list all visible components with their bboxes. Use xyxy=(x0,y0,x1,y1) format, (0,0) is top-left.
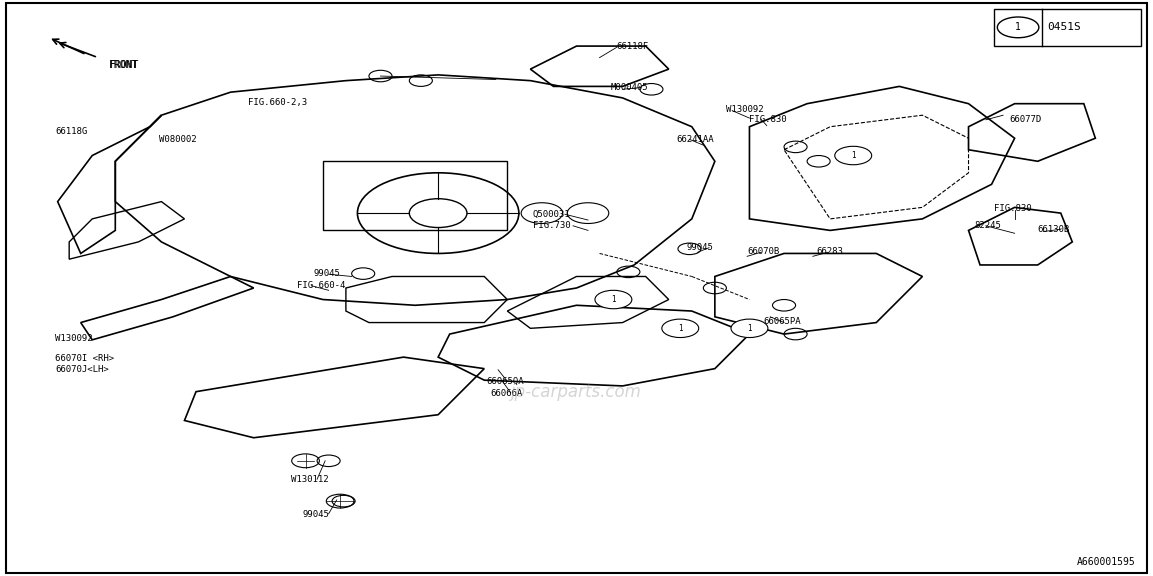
Text: 82245: 82245 xyxy=(974,221,1001,230)
Text: 99045: 99045 xyxy=(314,269,340,278)
Text: 1: 1 xyxy=(1015,22,1022,32)
Text: FRONT: FRONT xyxy=(108,59,138,70)
Text: 66077D: 66077D xyxy=(1009,115,1041,124)
Text: 1: 1 xyxy=(678,324,683,333)
Text: 99045: 99045 xyxy=(302,510,329,519)
Text: 66118G: 66118G xyxy=(55,127,88,136)
Circle shape xyxy=(997,17,1039,38)
Text: 66070I <RH>: 66070I <RH> xyxy=(55,354,114,363)
Text: 0451S: 0451S xyxy=(1047,22,1080,32)
Text: FIG.830: FIG.830 xyxy=(749,115,787,124)
Text: A660001595: A660001595 xyxy=(1077,558,1136,567)
Text: M000405: M000405 xyxy=(611,83,649,92)
Text: 1: 1 xyxy=(611,295,616,304)
Bar xyxy=(323,161,507,230)
Text: jp-carparts.com: jp-carparts.com xyxy=(511,382,642,401)
Text: 66065PA: 66065PA xyxy=(763,317,801,326)
Text: 1: 1 xyxy=(747,324,752,333)
Text: 66065QA: 66065QA xyxy=(487,377,525,386)
Text: FIG.730: FIG.730 xyxy=(533,221,571,230)
Text: 66066A: 66066A xyxy=(490,389,522,398)
Text: FIG.660-2,3: FIG.660-2,3 xyxy=(248,98,307,107)
Text: 1: 1 xyxy=(851,151,856,160)
Text: W130092: W130092 xyxy=(726,105,764,114)
Circle shape xyxy=(595,290,632,309)
Text: W130092: W130092 xyxy=(55,334,93,343)
Text: 66070J<LH>: 66070J<LH> xyxy=(55,365,110,374)
Text: 66130B: 66130B xyxy=(1038,225,1070,234)
Text: FRONT: FRONT xyxy=(110,59,140,70)
Circle shape xyxy=(662,319,699,338)
Text: 99045: 99045 xyxy=(686,243,713,252)
Text: W130112: W130112 xyxy=(291,475,329,484)
Text: W080002: W080002 xyxy=(159,135,197,144)
Text: 66283: 66283 xyxy=(816,247,843,256)
Bar xyxy=(994,9,1141,46)
Circle shape xyxy=(835,146,872,165)
Circle shape xyxy=(731,319,768,338)
Text: Q500031: Q500031 xyxy=(533,210,571,219)
Text: 66070B: 66070B xyxy=(747,247,779,256)
Text: FIG.830: FIG.830 xyxy=(994,204,1032,213)
Text: 66241AA: 66241AA xyxy=(677,135,715,144)
Text: FIG.660-4: FIG.660-4 xyxy=(297,281,346,290)
Text: 66118F: 66118F xyxy=(617,41,649,51)
